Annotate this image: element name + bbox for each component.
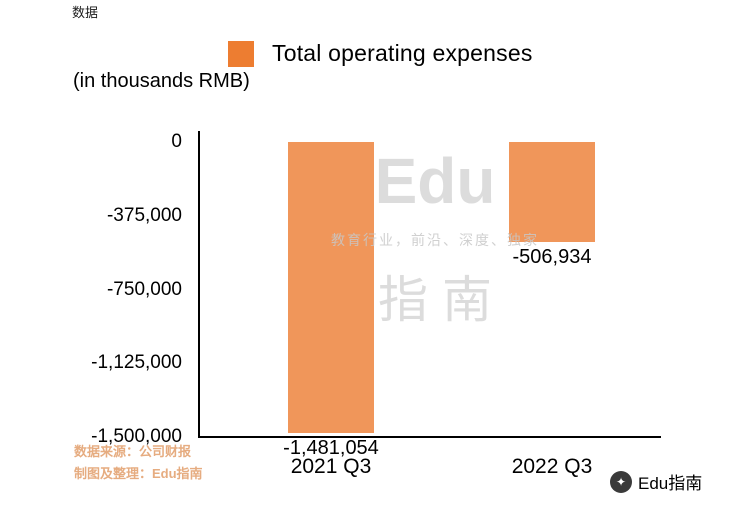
y-tick-label: -750,000 — [106, 279, 182, 300]
y-axis-labels: 0 -375,000 -750,000 -1,125,000 -1,500,000 — [40, 131, 190, 447]
bar — [509, 142, 595, 242]
plot-area: -1,481,054 2021 Q3 -506,934 2022 Q3 — [200, 142, 660, 478]
x-category-label: 2022 Q3 — [511, 455, 593, 478]
chart-credit-text: 制图及整理：Edu指南 — [74, 466, 203, 481]
bar-value-label: -1,481,054 — [283, 437, 379, 459]
brand-name: Edu指南 — [638, 474, 703, 493]
y-tick-label: -1,125,000 — [91, 352, 182, 373]
y-tick-label: -1,500,000 — [91, 426, 182, 447]
x-axis-line — [198, 436, 661, 438]
y-axis-line — [198, 131, 200, 437]
compass-icon: ✦ — [610, 470, 632, 493]
x-category-label: 2021 Q3 — [290, 455, 372, 478]
page-top-text: 数据 — [72, 5, 99, 20]
chart-subtitle: (in thousands RMB) — [73, 70, 250, 92]
bar — [288, 142, 374, 433]
bar-value-label: -506,934 — [512, 246, 592, 268]
legend-swatch — [228, 41, 254, 67]
data-source-text: 数据来源：公司财报 — [74, 444, 192, 459]
y-tick-label: 0 — [171, 131, 182, 152]
y-tick-label: -375,000 — [106, 205, 182, 226]
legend-label: Total operating expenses — [272, 40, 533, 66]
brand-badge: ✦ Edu指南 — [610, 469, 702, 494]
